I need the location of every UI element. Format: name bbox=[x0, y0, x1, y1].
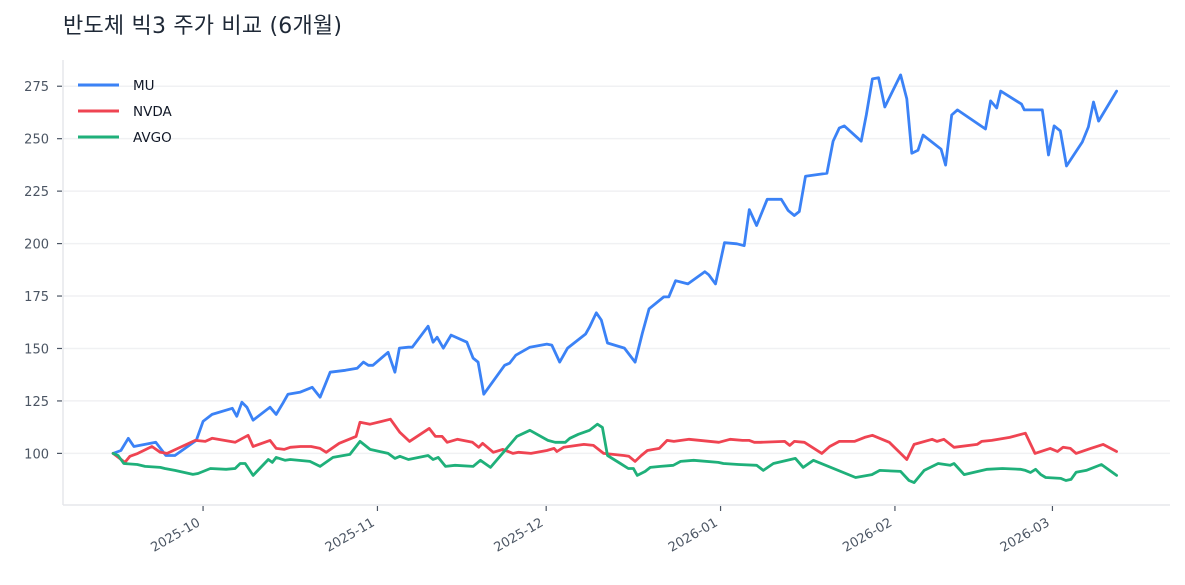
series-line-mu bbox=[111, 73, 1118, 457]
y-tick-label: 100 bbox=[24, 447, 49, 462]
y-tick-label: 150 bbox=[24, 342, 49, 357]
y-tick-label: 125 bbox=[24, 395, 49, 410]
y-tick-label: 225 bbox=[24, 185, 49, 200]
x-tick-label: 2025-11 bbox=[323, 515, 378, 555]
x-tick-label: 2026-02 bbox=[840, 515, 895, 555]
gridlines bbox=[63, 85, 1170, 455]
y-axis: 100 125 150 175 200 225 250 275 bbox=[24, 60, 64, 505]
x-tick-label: 2026-01 bbox=[666, 515, 721, 555]
legend-label-nvda: NVDA bbox=[133, 104, 172, 120]
chart-title: 반도체 빅3 주가 비교 (6개월) bbox=[63, 14, 343, 39]
series-line-nvda bbox=[111, 417, 1118, 464]
y-tick-label: 250 bbox=[24, 133, 49, 148]
legend-label-mu: MU bbox=[133, 78, 155, 94]
y-tick-label: 175 bbox=[24, 290, 49, 305]
series-lines bbox=[111, 73, 1118, 485]
x-tick-label: 2025-12 bbox=[492, 515, 547, 555]
x-tick-label: 2025-10 bbox=[149, 515, 204, 555]
x-axis: 2025-10 2025-11 2025-12 2026-01 2026-02 2026-… bbox=[63, 504, 1170, 556]
x-tick-label: 2026-03 bbox=[998, 515, 1053, 555]
legend-label-avgo: AVGO bbox=[133, 130, 172, 146]
y-tick-label: 200 bbox=[24, 238, 49, 253]
y-tick-label: 275 bbox=[24, 80, 49, 95]
legend: MU NVDA AVGO bbox=[78, 78, 172, 146]
series-line-avgo bbox=[111, 422, 1118, 485]
